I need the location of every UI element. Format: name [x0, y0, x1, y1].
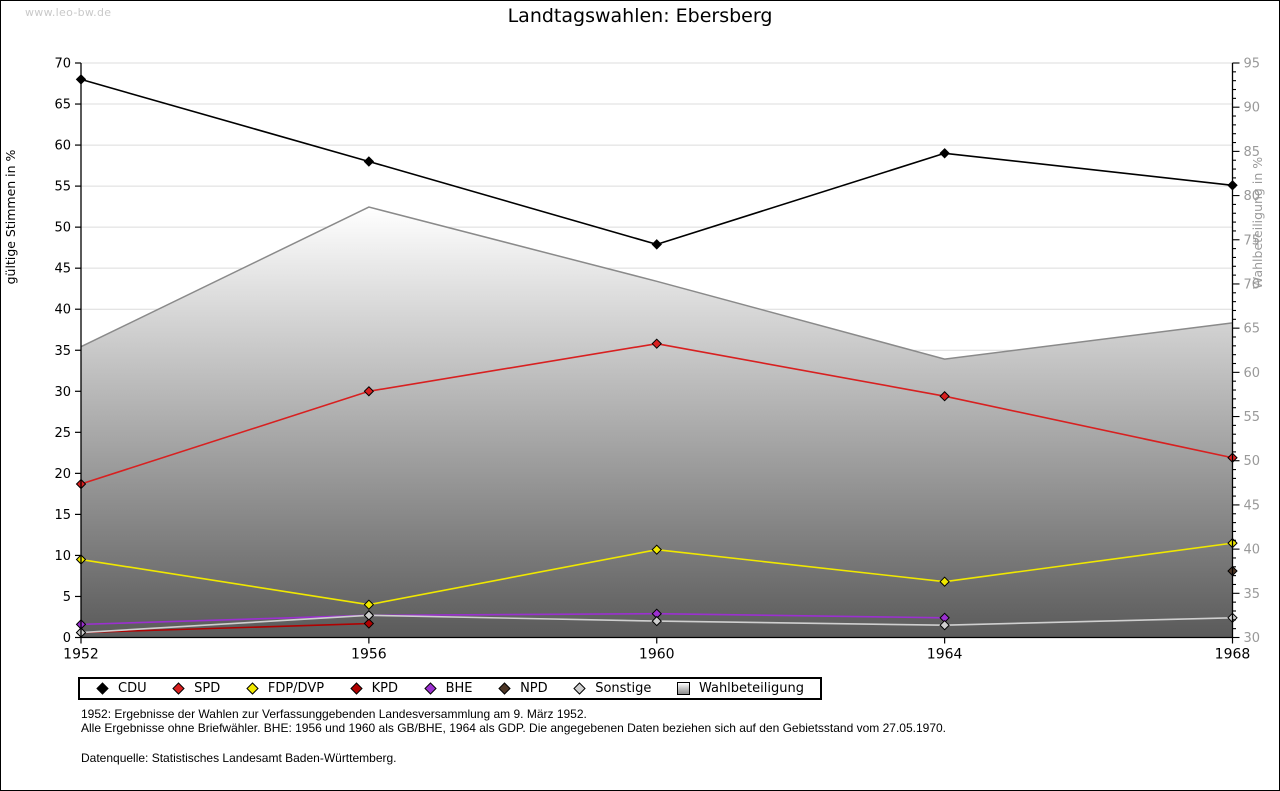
y-axis-right-labels: 30 35 40 45 50 55 60 65 70 75 80 85 90 95 [1232, 57, 1261, 646]
svg-text:75: 75 [1244, 233, 1261, 248]
svg-text:10: 10 [54, 549, 71, 564]
legend-item-kpd: KPD [349, 681, 399, 696]
svg-text:40: 40 [54, 303, 71, 318]
chart-legend: CDU SPD FDP/DVP KPD BHE NPD Sonstige Wahlbeteil… [78, 677, 822, 700]
legend-item-fdp-dvp: FDP/DVP [246, 681, 324, 696]
legend-diamond-icon [96, 682, 109, 695]
series-spd [75, 338, 1238, 490]
y-axis-left-labels: 0 5 10 15 20 25 30 35 40 45 50 55 60 65 70 [54, 57, 81, 646]
legend-item-npd: NPD [498, 681, 548, 696]
svg-text:1956: 1956 [351, 647, 387, 663]
footnotes: 1952: Ergebnisse der Wahlen zur Verfassu… [81, 707, 946, 765]
svg-text:1968: 1968 [1215, 647, 1251, 663]
legend-diamond-icon [498, 682, 511, 695]
legend-label: KPD [371, 681, 399, 696]
legend-item-wahlbeteiligung: Wahlbeteiligung [676, 681, 804, 696]
legend-diamond-icon [349, 682, 363, 695]
svg-text:65: 65 [1244, 322, 1261, 337]
legend-label: BHE [445, 681, 473, 696]
legend-label: Wahlbeteiligung [698, 681, 804, 696]
legend-label: Sonstige [595, 681, 652, 696]
svg-text:35: 35 [54, 344, 71, 359]
footnote-line-1: 1952: Ergebnisse der Wahlen zur Verfassu… [81, 707, 587, 721]
legend-diamond-icon [246, 682, 259, 695]
x-axis-labels: 1952 1956 1960 1964 1968 [63, 637, 1251, 663]
legend-diamond-icon [573, 682, 586, 695]
svg-text:50: 50 [54, 221, 71, 236]
chart-plot: 0 5 10 15 20 25 30 35 40 45 50 55 60 65 70 30 35 40 45 50 55… [1, 1, 1279, 666]
svg-text:85: 85 [1244, 145, 1261, 160]
svg-text:20: 20 [54, 467, 71, 482]
series-wahlbeteiligung-area [80, 206, 1233, 638]
chart-title: Landtagswahlen: Ebersberg [507, 5, 773, 27]
legend-item-cdu: CDU [96, 681, 147, 696]
svg-text:60: 60 [54, 139, 71, 154]
legend-diamond-icon [423, 682, 437, 695]
svg-text:0: 0 [63, 631, 71, 646]
svg-text:30: 30 [54, 385, 71, 400]
y-axis-right-title: Wahlbeteiligung in % [1250, 157, 1265, 289]
watermark: www.leo-bw.de [25, 6, 112, 19]
legend-label: CDU [118, 681, 147, 696]
svg-text:65: 65 [54, 98, 71, 113]
svg-text:55: 55 [54, 180, 71, 195]
legend-diamond-icon [172, 682, 185, 695]
legend-item-sonstige: Sonstige [573, 681, 651, 696]
legend-label: SPD [194, 681, 221, 696]
footnote-source: Datenquelle: Statistisches Landesamt Bad… [81, 751, 397, 765]
svg-text:15: 15 [54, 508, 71, 523]
svg-text:60: 60 [1244, 366, 1261, 381]
svg-text:40: 40 [1244, 543, 1261, 558]
legend-label: FDP/DVP [267, 681, 325, 696]
svg-text:55: 55 [1244, 410, 1261, 425]
svg-text:70: 70 [54, 57, 71, 72]
svg-text:45: 45 [1244, 498, 1261, 513]
svg-text:45: 45 [54, 262, 71, 277]
svg-text:95: 95 [1244, 57, 1261, 72]
legend-item-spd: SPD [172, 681, 220, 696]
svg-text:5: 5 [63, 590, 71, 605]
svg-text:50: 50 [1244, 454, 1261, 469]
svg-text:1960: 1960 [639, 647, 675, 663]
svg-text:80: 80 [1244, 189, 1261, 204]
series-cdu [75, 74, 1238, 250]
legend-label: NPD [520, 681, 548, 696]
svg-text:70: 70 [1244, 277, 1261, 292]
footnote-line-2: Alle Ergebnisse ohne Briefwähler. BHE: 1… [81, 721, 947, 735]
y-axis-left-title: gültige Stimmen in % [3, 149, 18, 284]
svg-text:90: 90 [1244, 101, 1261, 116]
svg-text:35: 35 [1244, 587, 1261, 602]
chart-svg: 0 5 10 15 20 25 30 35 40 45 50 55 60 65 70 30 35 40 45 50 55… [3, 57, 1265, 663]
svg-text:1964: 1964 [927, 647, 963, 663]
legend-item-bhe: BHE [423, 681, 473, 696]
series-fdp-dvp [75, 537, 1238, 610]
legend-area-swatch [676, 682, 690, 695]
svg-text:30: 30 [1244, 631, 1261, 646]
svg-text:25: 25 [54, 426, 71, 441]
svg-text:1952: 1952 [63, 647, 99, 663]
